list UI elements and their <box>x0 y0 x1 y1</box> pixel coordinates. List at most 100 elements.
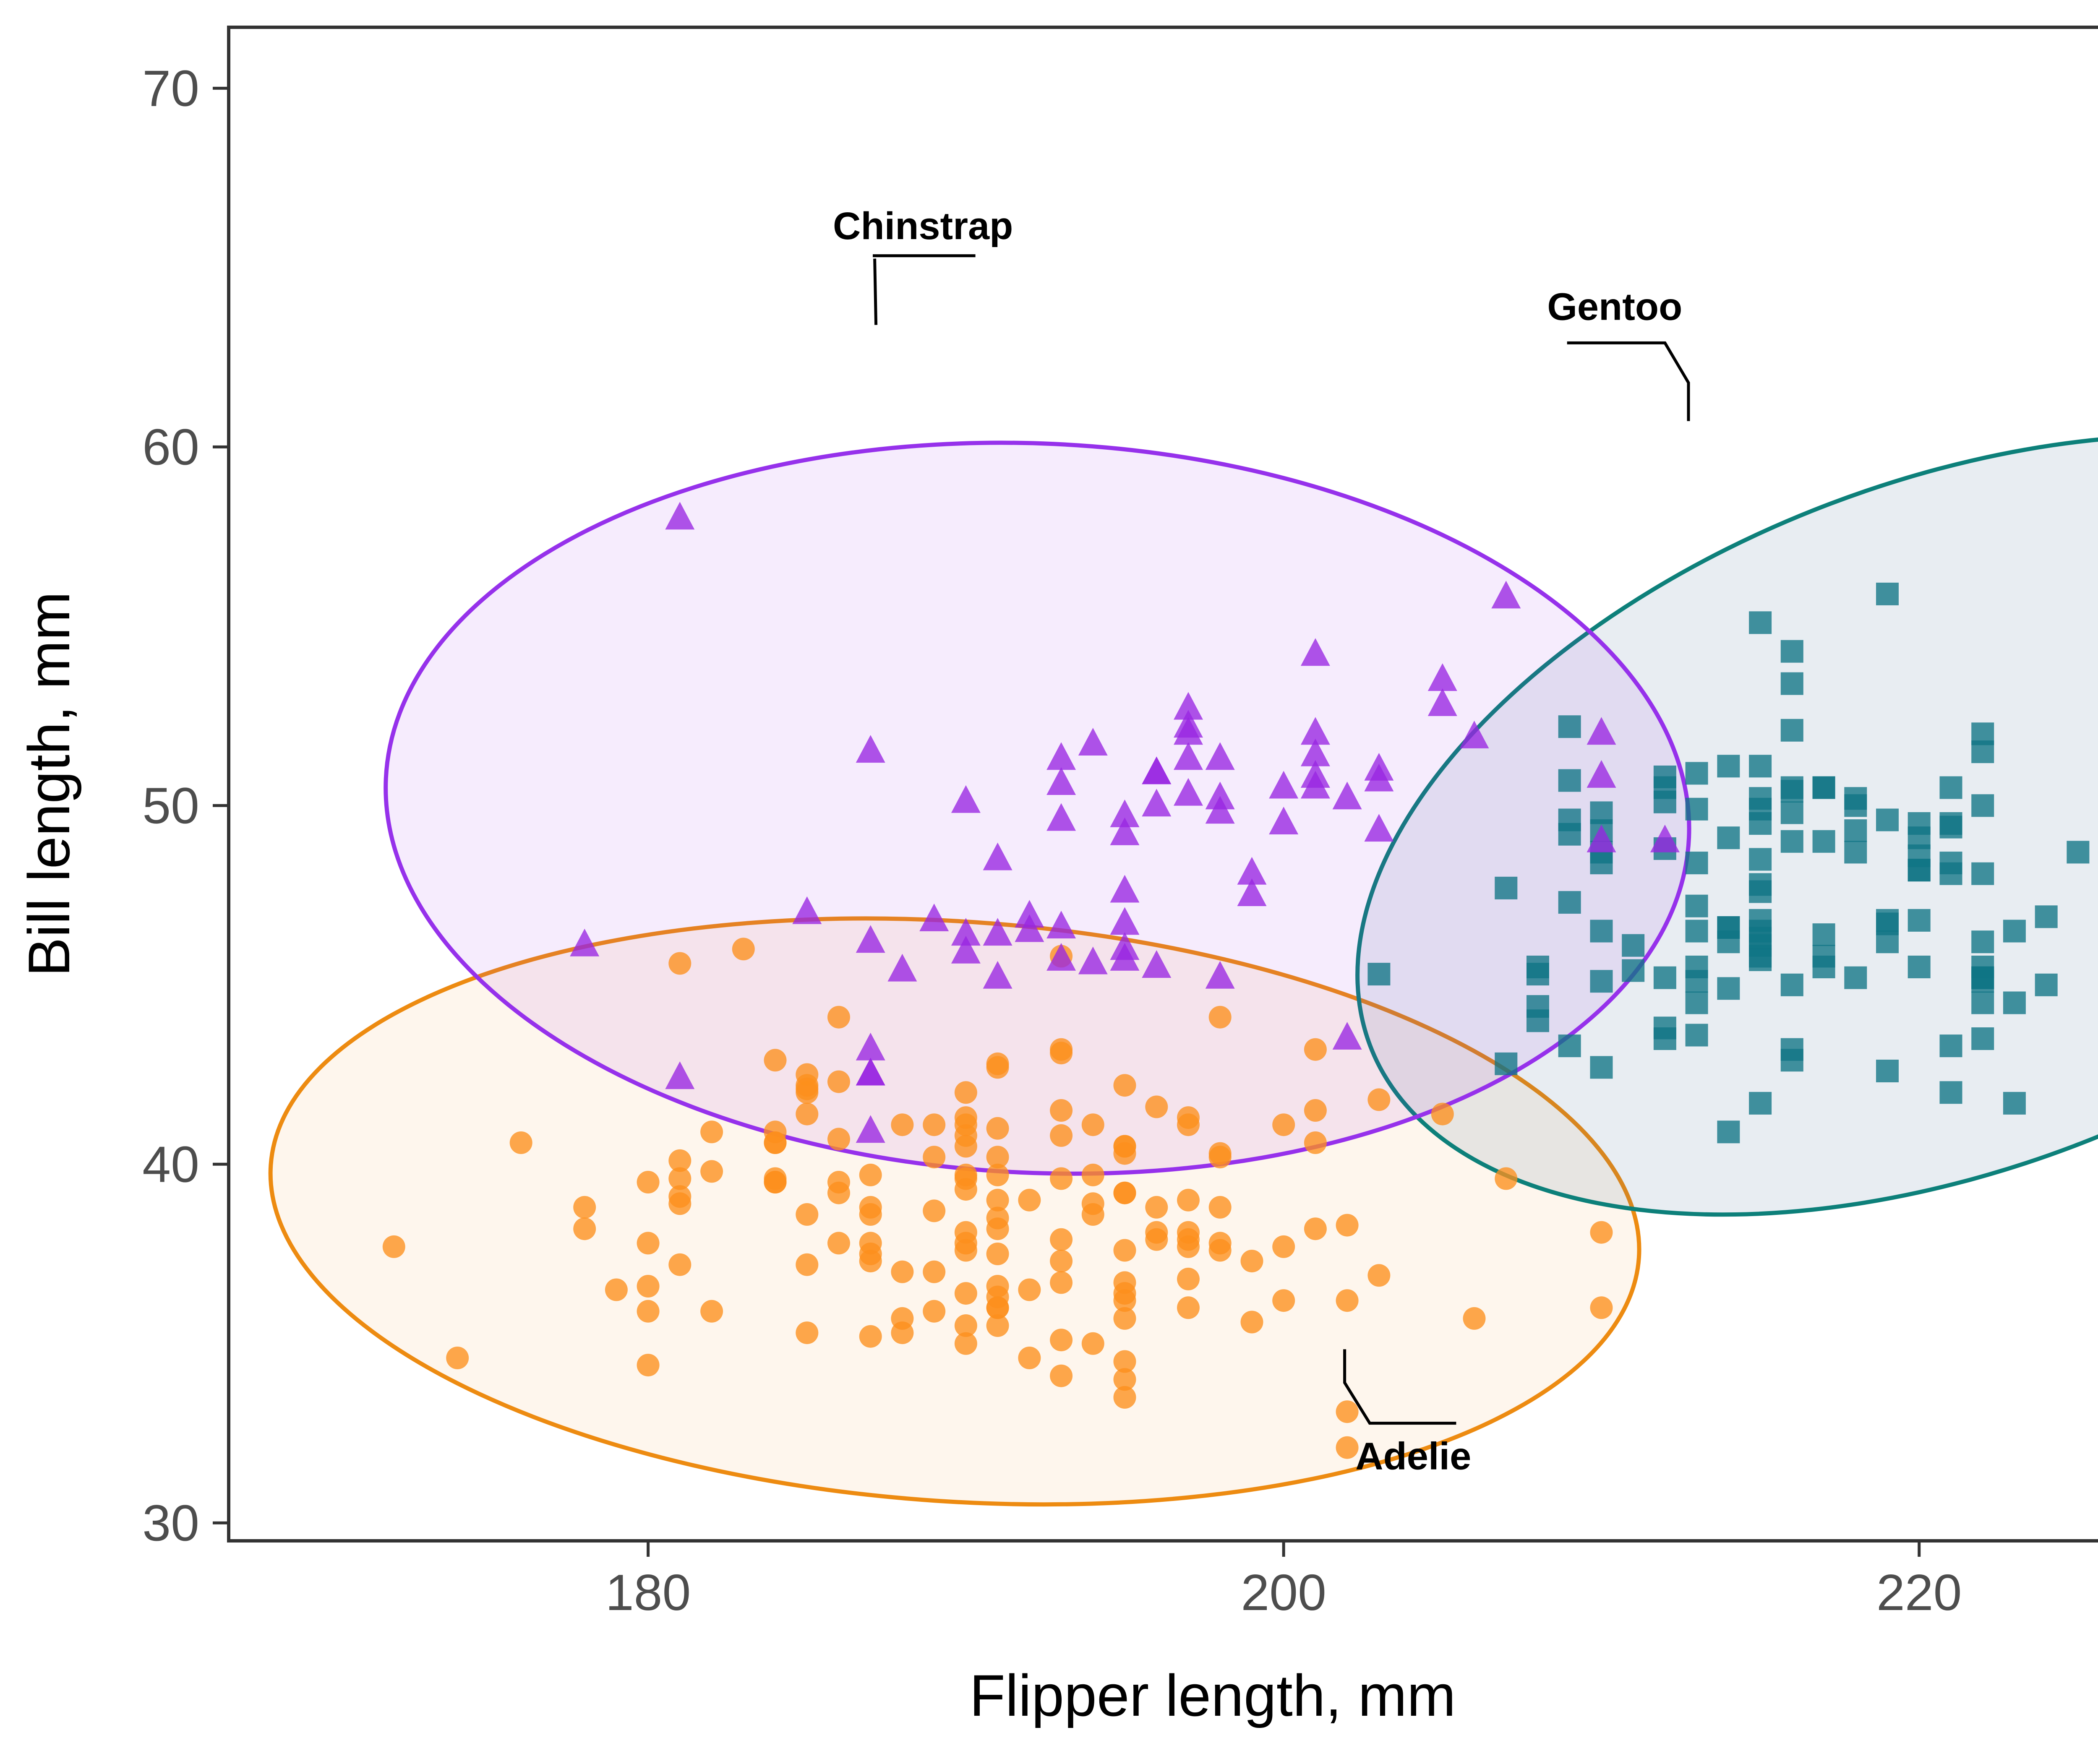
data-point-gentoo <box>1780 672 1803 695</box>
data-point-chinstrap <box>1110 817 1140 845</box>
data-point-adelie <box>1018 1278 1041 1301</box>
x-tick-label: 180 <box>605 1564 691 1621</box>
data-point-gentoo <box>1749 1092 1772 1115</box>
data-point-gentoo <box>1590 920 1613 943</box>
data-point-gentoo <box>1367 963 1391 986</box>
data-point-gentoo <box>1780 1038 1803 1061</box>
data-point-chinstrap <box>1587 824 1616 852</box>
data-point-gentoo <box>1971 722 1994 745</box>
data-point-adelie <box>1018 1188 1041 1212</box>
data-point-adelie <box>764 1167 787 1190</box>
data-point-gentoo <box>1971 1027 1994 1050</box>
data-point-gentoo <box>1939 862 1962 885</box>
data-point-chinstrap <box>1205 961 1235 989</box>
data-point-adelie <box>573 1217 596 1240</box>
data-point-gentoo <box>1971 966 1994 989</box>
data-point-adelie <box>859 1325 882 1348</box>
data-point-adelie <box>1304 1131 1327 1154</box>
data-point-adelie <box>986 1275 1009 1298</box>
data-point-adelie <box>1113 1386 1136 1409</box>
data-point-gentoo <box>1780 640 1803 663</box>
data-point-adelie <box>954 1332 977 1355</box>
data-point-adelie <box>1272 1289 1295 1312</box>
data-point-gentoo <box>2067 841 2090 864</box>
data-point-chinstrap <box>1332 1022 1362 1050</box>
group-leader-lines <box>873 254 1690 1425</box>
data-point-chinstrap <box>1015 900 1044 928</box>
data-point-adelie <box>700 1160 723 1183</box>
data-point-chinstrap <box>887 954 917 982</box>
data-point-adelie <box>954 1163 977 1186</box>
data-point-adelie <box>1113 1289 1136 1312</box>
data-point-gentoo <box>2003 1092 2026 1115</box>
data-point-adelie <box>668 952 692 975</box>
data-point-gentoo <box>1780 801 1803 824</box>
data-point-gentoo <box>1812 830 1835 853</box>
data-point-adelie <box>668 1192 692 1215</box>
data-point-gentoo <box>1527 956 1549 978</box>
data-point-gentoo <box>2003 991 2026 1014</box>
data-point-gentoo <box>1685 797 1708 821</box>
data-point-gentoo <box>1717 1120 1740 1144</box>
data-point-adelie <box>891 1260 914 1283</box>
data-point-adelie <box>1177 1296 1200 1319</box>
data-point-chinstrap <box>665 502 695 530</box>
data-point-chinstrap <box>1650 824 1680 852</box>
data-point-adelie <box>1050 1099 1073 1122</box>
data-point-adelie <box>1367 1264 1391 1287</box>
data-point-adelie <box>1177 1188 1200 1212</box>
data-point-adelie <box>859 1196 882 1219</box>
data-point-gentoo <box>2035 973 2058 996</box>
data-point-adelie <box>954 1113 977 1136</box>
x-axis-title: Flipper length, mm <box>969 1662 1456 1728</box>
data-point-chinstrap <box>1142 950 1172 978</box>
data-point-adelie <box>986 1188 1009 1212</box>
data-point-adelie <box>605 1278 628 1301</box>
data-point-adelie <box>1208 1146 1232 1169</box>
data-point-gentoo <box>1876 1060 1899 1082</box>
data-point-adelie <box>923 1260 946 1283</box>
data-point-adelie <box>668 1253 692 1276</box>
data-point-adelie <box>1177 1267 1200 1290</box>
data-point-gentoo <box>1780 830 1803 853</box>
data-point-adelie <box>637 1232 660 1255</box>
data-point-adelie <box>1145 1095 1168 1118</box>
data-point-chinstrap <box>1142 756 1172 784</box>
data-point-adelie <box>1590 1296 1613 1319</box>
y-tick-label: 70 <box>142 60 199 117</box>
data-point-gentoo <box>1685 1024 1708 1047</box>
data-point-adelie <box>1113 1239 1136 1262</box>
mark-ellipse-chinstrap <box>384 440 1691 1176</box>
data-point-gentoo <box>1876 930 1899 954</box>
data-point-adelie <box>1272 1235 1295 1258</box>
data-point-gentoo <box>1749 848 1772 871</box>
data-point-adelie <box>796 1102 819 1126</box>
data-point-gentoo <box>1685 762 1708 785</box>
data-point-gentoo <box>1780 973 1803 996</box>
data-point-adelie <box>1050 1124 1073 1147</box>
data-point-adelie <box>827 1232 850 1255</box>
data-point-adelie <box>764 1120 787 1144</box>
data-point-chinstrap <box>1364 814 1394 842</box>
data-point-gentoo <box>2035 905 2058 928</box>
points-adelie <box>382 938 1613 1459</box>
data-point-chinstrap <box>1046 767 1076 795</box>
data-point-chinstrap <box>792 896 822 924</box>
data-point-adelie <box>1050 1167 1073 1190</box>
data-point-adelie <box>1081 1192 1104 1215</box>
data-point-adelie <box>954 1282 977 1305</box>
data-point-adelie <box>1208 1006 1232 1029</box>
data-point-adelie <box>1336 1400 1359 1423</box>
data-point-adelie <box>827 1128 850 1151</box>
data-point-gentoo <box>1590 852 1613 875</box>
data-point-adelie <box>1336 1289 1359 1312</box>
x-tick-label: 200 <box>1241 1564 1326 1621</box>
data-point-gentoo <box>1558 808 1581 831</box>
data-point-adelie <box>954 1081 977 1104</box>
data-point-chinstrap <box>983 842 1012 870</box>
data-point-adelie <box>986 1206 1009 1230</box>
data-point-adelie <box>1050 1042 1073 1065</box>
y-tick-label: 50 <box>142 777 199 834</box>
data-point-gentoo <box>1876 808 1899 831</box>
data-point-chinstrap <box>856 735 885 763</box>
